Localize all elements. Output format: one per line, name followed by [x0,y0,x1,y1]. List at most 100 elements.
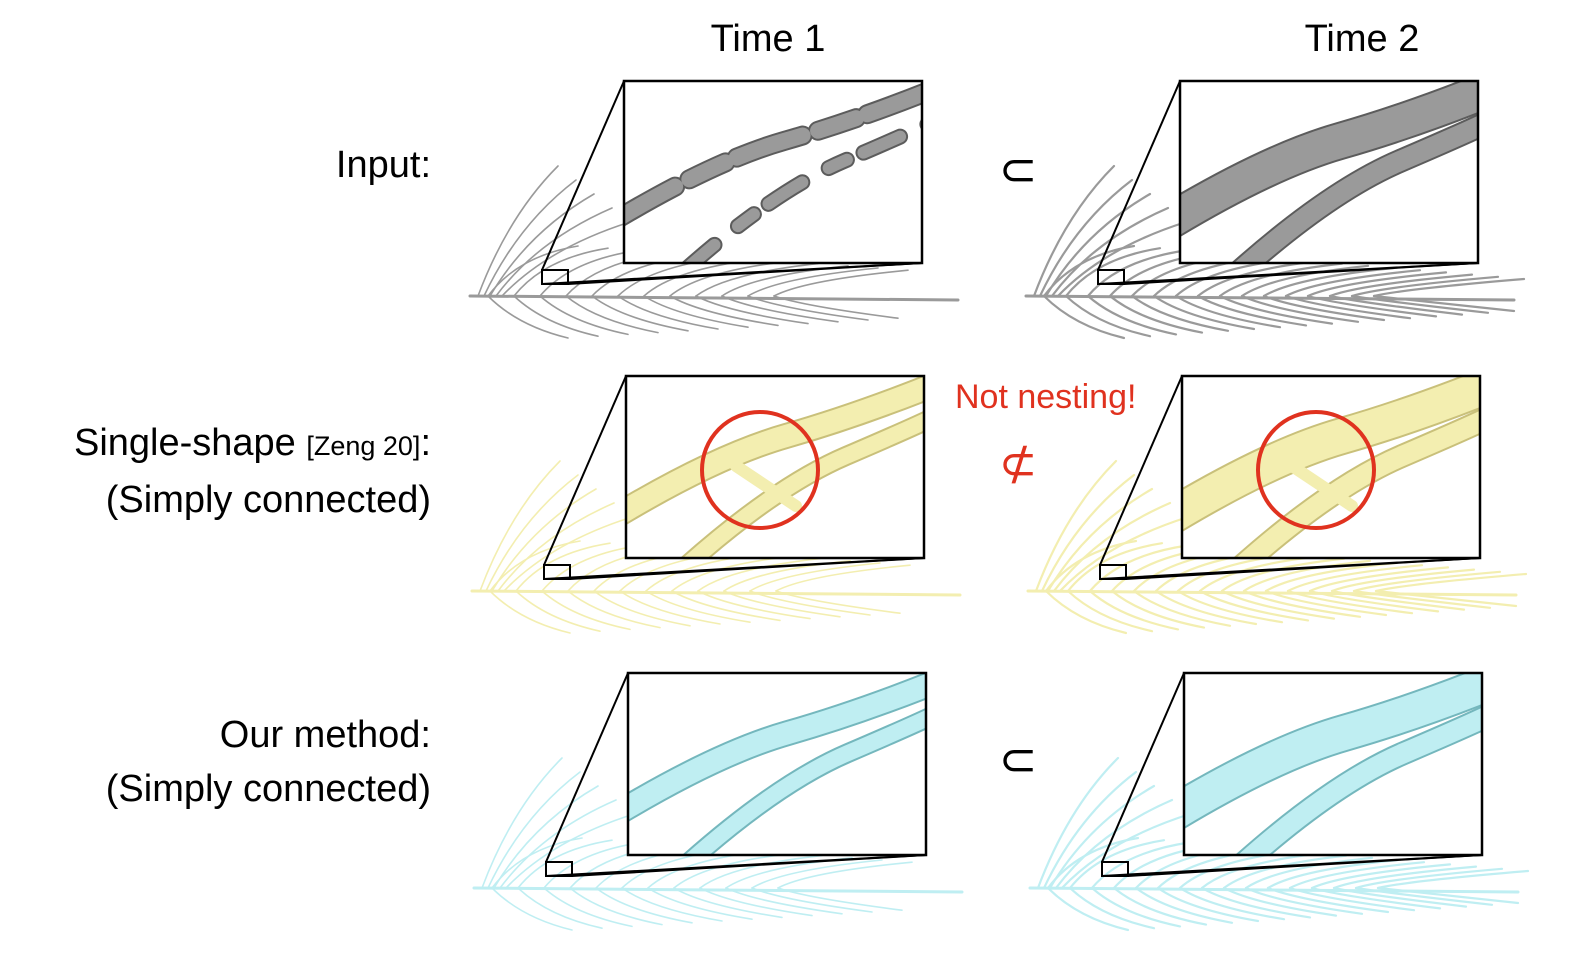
root-tree [1028,756,1530,932]
tree-branch [1064,247,1162,298]
tree-branch [1374,589,1518,608]
tree-branch [1056,220,1188,298]
citation: [Zeng 20] [306,431,421,461]
tree-branch [1132,589,1232,627]
zoom-connector-line [1127,854,1483,877]
tree-branch [483,179,577,297]
tree-branch [725,887,843,915]
panel-single-shape-time2 [1026,373,1586,673]
tree-branch [1354,886,1494,906]
tree-branch [1376,886,1520,905]
tree-branch [1046,886,1130,932]
tree-trunk [468,294,960,302]
vessel-upper [624,85,922,225]
tree-branch [1044,589,1128,635]
tree-branch [1196,294,1308,327]
tree-branch [1088,589,1180,631]
vessel-upper [1184,673,1482,827]
tree-trunk [470,589,962,597]
tree-branch [749,590,871,616]
tree-branch [1110,589,1206,629]
panel-figure [1026,374,1528,635]
panel-single-shape-time1 [470,373,1030,673]
tree-branch [1176,589,1284,624]
tree-branch [1330,568,1476,593]
not-nesting-warning: Not nesting! [955,378,1137,416]
root-tree [1026,459,1528,635]
tree-branch [513,295,599,337]
tree-branch [1038,178,1134,298]
zoom-connector-line [567,262,923,285]
vessel-bridge [1286,460,1358,512]
panel-figure [1028,671,1530,932]
root-tree [472,757,964,931]
tree-branch [1244,856,1374,890]
vessel-lower [1233,115,1478,263]
tree-branch [1048,784,1156,890]
tree-branch [749,562,881,592]
tree-branch [1310,886,1442,910]
vessel-upper [1182,376,1480,530]
tree-branch [1200,886,1312,919]
tree-branch [1350,294,1490,314]
tree-branch [543,887,633,928]
inset-frame [622,79,924,265]
tree-branch [1112,886,1208,926]
tree-branch [1090,841,1192,890]
tree-branch [1374,572,1528,593]
single-shape-title: Single-shape [73,422,296,464]
tree-branch [539,295,629,336]
red-highlight-circle [700,410,820,530]
tree-branch [1050,206,1170,298]
column-header-time-1: Time 1 [710,18,826,60]
tree-branch [1156,886,1260,923]
tree-branch [723,590,841,618]
tree-branch [1178,886,1286,921]
tree-branch [569,887,663,926]
tree-branch [1350,275,1500,298]
tree-branch [751,887,873,913]
tree-branch [485,474,579,592]
tree-branch [645,590,751,623]
tree-branch [503,516,633,592]
vessel-upper [1180,81,1478,235]
tree-branch [1152,294,1256,331]
row-label-single-shape: Single-shape [Zeng 20]: (Simply connecte… [74,416,431,527]
tree-branch [1328,273,1474,298]
subset-symbol-input: ⊂ [998,142,1038,196]
tree-branch [1308,566,1450,593]
vessel-upper [628,673,926,820]
magnified-inset [628,673,926,855]
vessel-lower [684,120,922,263]
magnified-inset [1180,81,1478,263]
tree-branch [477,165,559,297]
tree-branch [1262,266,1396,298]
tree-branch [695,295,809,325]
vessel-lower [1235,410,1480,558]
tree-branch [777,861,913,889]
tree-branch [1308,589,1440,613]
tree-branch [1332,865,1478,890]
magnified-inset [1182,376,1480,558]
tree-branch [501,221,631,297]
tree-branch [595,887,693,924]
tree-branch [1306,271,1448,298]
single-shape-sublabel: (Simply connected) [105,479,431,521]
tree-branch [515,542,611,592]
magnified-inset [624,81,922,263]
tree-branch [721,295,839,323]
panel-input-time1 [468,78,1028,378]
tree-branch [1286,589,1414,615]
tree-branch [1034,459,1118,593]
tree-branch [1288,861,1426,890]
tree-branch [699,854,823,889]
tree-branch [697,590,811,620]
magnified-inset [1184,673,1482,855]
tree-branch [591,295,689,332]
not-subset-symbol: ⊄ [998,436,1038,490]
magnified-inset [626,376,924,558]
tree-branch [1220,557,1346,593]
tree-branch [775,590,901,614]
tree-branch [1222,886,1338,917]
tree-branch [489,193,595,297]
